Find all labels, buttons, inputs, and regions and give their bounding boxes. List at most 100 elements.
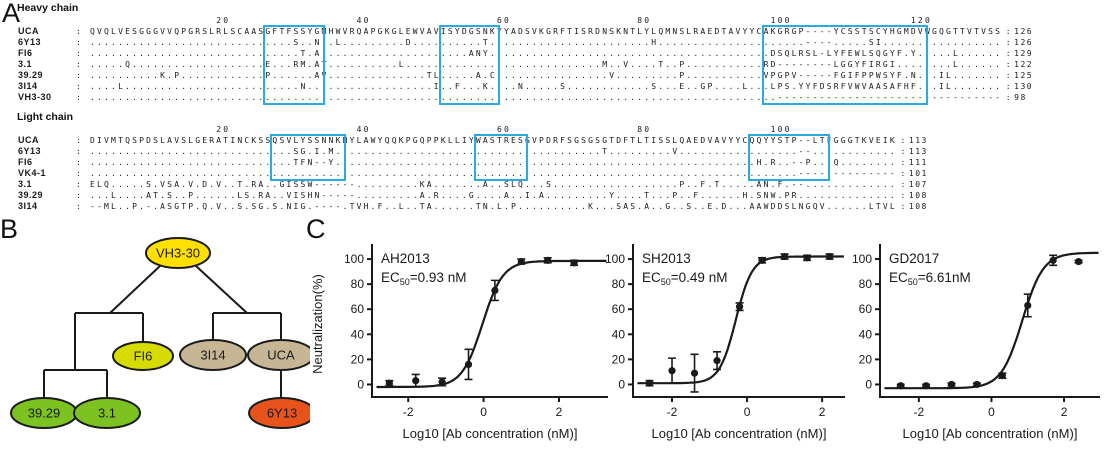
count-colon: : bbox=[1005, 93, 1011, 102]
sequence-text: ........................................… bbox=[90, 169, 897, 178]
axes bbox=[632, 244, 845, 398]
fit-curve bbox=[884, 251, 1099, 390]
x-tick-label: 0 bbox=[988, 405, 995, 419]
count-colon: : bbox=[900, 136, 906, 145]
y-tick-label: 20 bbox=[859, 352, 873, 366]
data-point bbox=[645, 379, 654, 387]
sequence-text: .....Q...................E...RM.AT......… bbox=[90, 60, 1003, 69]
label-colon: : bbox=[76, 147, 81, 156]
data-point bbox=[690, 369, 699, 377]
x-axis-label: Log10 [Ab concentration (nM)] bbox=[652, 426, 827, 441]
alignment-row: FI6: ..............................T.A...… bbox=[0, 48, 1107, 59]
neutralization-plot: 0 20 40 60 80 100 -2 0 2 Log10 [Ab concentration … bbox=[605, 244, 845, 441]
neutralization-plot: 0 20 40 60 80 100 -2 0 2 Log10 [Ab concentration … bbox=[310, 244, 608, 441]
alignment-row: 3I14: ....L.........................N....… bbox=[0, 81, 1107, 92]
data-point bbox=[947, 380, 956, 389]
tree-node-label: 6Y13 bbox=[267, 406, 297, 421]
count-colon: : bbox=[1005, 60, 1011, 69]
y-tick-label: 20 bbox=[351, 352, 365, 366]
y-tick-label: 100 bbox=[852, 252, 872, 266]
residue-count: 98 bbox=[1014, 93, 1027, 102]
alignment-row: 3I14: --ML..P.-.ASGTP.Q.V..S.SG.S.NIG.---… bbox=[0, 201, 1107, 212]
x-axis-label: Log10 [Ab concentration (nM)] bbox=[903, 426, 1078, 441]
y-tick-label: 20 bbox=[612, 352, 626, 366]
alignment-row: UCA: DIVMTQSPDSLAVSLGERATINCKSSQSVLYSSNNK… bbox=[0, 135, 1107, 146]
y-tick-label: 60 bbox=[612, 302, 626, 316]
residue-count: 101 bbox=[908, 169, 928, 178]
label-colon: : bbox=[76, 49, 81, 58]
row-label: 3I14 bbox=[18, 201, 38, 211]
row-label: UCA bbox=[18, 135, 39, 145]
data-point bbox=[803, 254, 811, 262]
x-tick-label: -2 bbox=[667, 405, 678, 419]
panel-b-label: B bbox=[0, 214, 19, 244]
sequence-text: .............................TFN--Y.....… bbox=[90, 158, 897, 167]
sequence-text: --ML..P.-.ASGTP.Q.V..S.SG.S.NIG.----.TVH… bbox=[90, 202, 897, 211]
tree-node-label: 39.29 bbox=[28, 406, 61, 421]
y-tick-label: 0 bbox=[865, 377, 872, 391]
sequence-text: .............................S..N..L....… bbox=[90, 38, 1003, 47]
y-tick-label: 40 bbox=[351, 327, 365, 341]
count-colon: : bbox=[900, 158, 906, 167]
y-tick-label: 100 bbox=[344, 252, 364, 266]
panel-a-label: A bbox=[2, 0, 21, 28]
row-label: FI6 bbox=[18, 157, 33, 167]
y-tick-label: 40 bbox=[612, 327, 626, 341]
sequence-text: DIVMTQSPDSLAVSLGERATINCKSSQSVLYSSNNKNYLA… bbox=[90, 136, 897, 145]
data-point bbox=[1074, 257, 1083, 266]
row-label: VK4-1 bbox=[18, 168, 47, 178]
alignment-row: 3.1: .....Q...................E...RM.AT..… bbox=[0, 59, 1107, 70]
alignment-row: 39.29: ..........K.P............P......AV… bbox=[0, 70, 1107, 81]
y-tick-label: 0 bbox=[357, 377, 364, 391]
data-point bbox=[438, 378, 446, 386]
row-label: 6Y13 bbox=[18, 146, 42, 156]
alignment-row: VK4-1:..................................… bbox=[0, 168, 1107, 179]
label-colon: : bbox=[76, 60, 81, 69]
y-tick-label: 60 bbox=[351, 302, 365, 316]
x-tick-label: 2 bbox=[556, 405, 563, 419]
axes bbox=[371, 244, 608, 398]
label-colon: : bbox=[76, 180, 81, 189]
fit-curve bbox=[637, 255, 844, 385]
y-tick-label: 40 bbox=[859, 327, 873, 341]
data-point bbox=[385, 379, 393, 387]
chart-title: AH2013 bbox=[381, 251, 430, 266]
count-colon: : bbox=[1005, 71, 1011, 80]
sequence-text: ..........K.P............P......AV......… bbox=[90, 71, 1003, 80]
alignment-ruler: 20 40 60 80 100 120 bbox=[0, 15, 1107, 26]
count-colon: : bbox=[900, 147, 906, 156]
ruler-numbers: 20 40 60 80 100 120 bbox=[90, 16, 1003, 25]
data-point bbox=[1049, 256, 1057, 264]
data-point bbox=[517, 257, 525, 266]
label-colon: : bbox=[76, 71, 81, 80]
data-point bbox=[780, 252, 789, 261]
chart-title: GD2017 bbox=[889, 251, 939, 266]
x-axis-label: Log10 [Ab concentration (nM)] bbox=[403, 426, 578, 441]
sequence-text: QVQLVESGGGVVQPGRSLRLSCAASGFTFSSYGMHWVRQA… bbox=[90, 27, 1003, 36]
residue-count: 111 bbox=[908, 158, 928, 167]
residue-count: 108 bbox=[908, 191, 928, 200]
y-tick-label: 80 bbox=[612, 277, 626, 291]
label-colon: : bbox=[76, 169, 81, 178]
label-colon: : bbox=[76, 136, 81, 145]
y-tick-label: 0 bbox=[618, 377, 625, 391]
tree-node-label: VH3-30 bbox=[156, 246, 200, 261]
y-tick-label: 80 bbox=[859, 277, 873, 291]
sequence-text: ....L.........................N.........… bbox=[90, 82, 1003, 91]
tree-branches bbox=[43, 265, 282, 399]
residue-count: 108 bbox=[908, 202, 928, 211]
label-colon: : bbox=[76, 82, 81, 91]
residue-count: 125 bbox=[1014, 71, 1034, 80]
chart-gd2017: 0 20 40 60 80 100 -2 0 2 Log10 [Ab concentration … bbox=[848, 236, 1102, 455]
alignment-row: VH3-30:.................................… bbox=[0, 92, 1107, 103]
residue-count: 107 bbox=[908, 180, 928, 189]
ruler-numbers: 20 40 60 80 100 bbox=[90, 125, 897, 134]
data-point bbox=[544, 256, 552, 264]
count-colon: : bbox=[1005, 82, 1011, 91]
tree-node-FI6 bbox=[112, 341, 174, 371]
data-point bbox=[668, 367, 676, 375]
tree-node-label: 3.1 bbox=[98, 406, 116, 421]
alignment-row: 3.1: ELQ.....S.VSA.V.D.V..T.RA..GISSW----… bbox=[0, 179, 1107, 190]
alignment-row: UCA: QVQLVESGGGVVQPGRSLRLSCAASGFTFSSYGMHW… bbox=[0, 26, 1107, 37]
